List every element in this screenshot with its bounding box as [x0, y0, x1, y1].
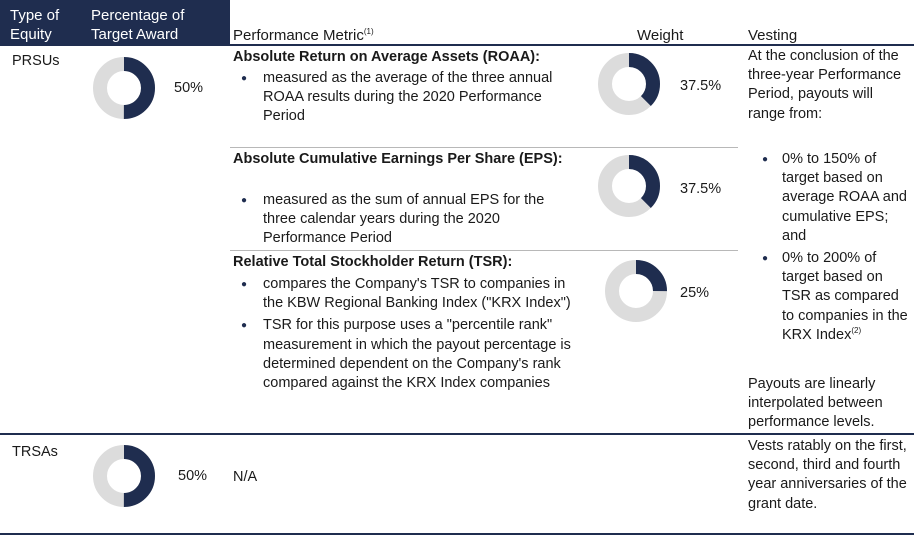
list-item: 0% to 200% of target based on TSR as com… [748, 249, 914, 345]
donut-arc-segment [598, 53, 660, 115]
metric-title-roaa: Absolute Return on Average Assets (ROAA)… [233, 49, 540, 65]
header-percentage-of-target-award: Percentage of Target Award [91, 7, 185, 43]
target-pct-prsus: 50% [174, 80, 204, 96]
metric-title-eps: Absolute Cumulative Earnings Per Share (… [233, 151, 563, 167]
list-item: measured as the sum of annual EPS for th… [233, 191, 578, 249]
donut-arc-segment [93, 445, 155, 507]
metric-title-tsr: Relative Total Stockholder Return (TSR): [233, 254, 513, 270]
donut-chart-prsus-target [93, 57, 155, 119]
list-item: measured as the average of the three ann… [233, 69, 578, 127]
vesting-trsas: Vests ratably on the first, second, thir… [748, 438, 907, 512]
weight-eps: 37.5% [680, 181, 722, 197]
equity-type-prsus: PRSUs [12, 53, 60, 69]
footnote-2: (2) [851, 325, 862, 335]
donut-chart-eps-weight [598, 155, 660, 217]
vesting-prsus-outro: Payouts are linearly interpolated betwee… [748, 376, 883, 431]
equity-type-trsas: TRSAs [12, 444, 58, 460]
metric-bullets-tsr: compares the Company's TSR to companies … [233, 275, 583, 393]
vesting-prsus-bullets: 0% to 150% of target based on average RO… [748, 150, 914, 345]
row-rule [0, 433, 914, 435]
weight-roaa: 37.5% [680, 78, 722, 94]
donut-chart-trsas-target [93, 445, 155, 507]
list-item: TSR for this purpose uses a "percentile … [233, 316, 583, 393]
donut-arc-segment [598, 155, 660, 217]
header-type-of-equity: Type of Equity [10, 7, 60, 43]
header-weight: Weight [637, 27, 684, 44]
metric-bullets-eps: measured as the sum of annual EPS for th… [233, 191, 578, 249]
metric-trsas: N/A [233, 469, 258, 485]
header-rule [0, 44, 914, 46]
donut-arc-segment [605, 260, 667, 322]
metric-bullets-roaa: measured as the average of the three ann… [233, 69, 578, 127]
header-performance-metric: Performance Metric(1) [233, 27, 374, 44]
weight-tsr: 25% [680, 285, 710, 301]
target-pct-trsas: 50% [178, 468, 208, 484]
divider [230, 250, 738, 251]
donut-chart-roaa-weight [598, 53, 660, 115]
list-item: compares the Company's TSR to companies … [233, 275, 583, 313]
header-vesting: Vesting [748, 27, 798, 44]
header-band [0, 0, 230, 45]
donut-arc-segment [93, 57, 155, 119]
footnote-1: (1) [363, 27, 374, 36]
vesting-prsus-intro: At the conclusion of the three-year Perf… [748, 48, 902, 122]
divider [230, 147, 738, 148]
list-item: 0% to 150% of target based on average RO… [748, 150, 914, 246]
donut-chart-tsr-weight [605, 260, 667, 322]
bottom-rule [0, 533, 914, 535]
